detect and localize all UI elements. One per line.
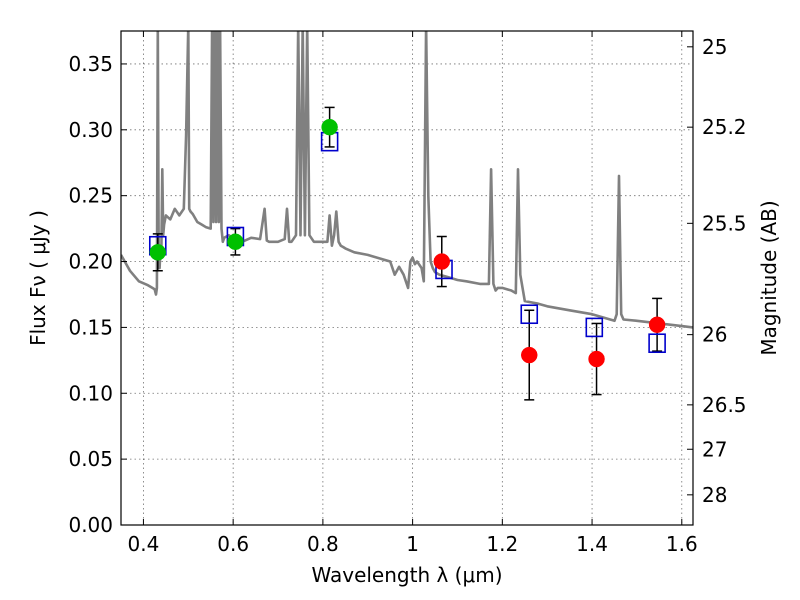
- x-tick-label: 0.6: [217, 532, 249, 556]
- model-photometry-square: [520, 304, 539, 325]
- infrared-point: [521, 346, 538, 364]
- plot-series: [121, 31, 693, 329]
- infrared-point: [588, 350, 605, 368]
- x-tick-label: 0.8: [307, 532, 339, 556]
- y-tick-label: 0.35: [68, 52, 113, 76]
- model-photometry-square: [585, 317, 604, 338]
- optical-point: [321, 118, 338, 136]
- y-tick-label: 0.05: [68, 447, 113, 471]
- right-tick-label: 28: [702, 483, 727, 507]
- optical-point: [227, 233, 244, 251]
- right-tick-label: 25.5: [702, 211, 747, 235]
- right-tick-label: 25: [702, 35, 727, 59]
- x-tick-label: 1.6: [666, 532, 698, 556]
- right-tick-label: 27: [702, 437, 727, 461]
- y-tick-label: 0.20: [68, 250, 113, 274]
- x-tick-label: 0.4: [128, 532, 160, 556]
- x-tick-label: 1.4: [576, 532, 608, 556]
- x-tick-label: 1: [406, 532, 419, 556]
- y-tick-label: 0.15: [68, 315, 113, 339]
- optical-point: [149, 244, 167, 261]
- infrared-point: [433, 253, 451, 270]
- y-axis-label-right: Magnitude (AB): [757, 200, 781, 355]
- y-tick-label: 0.10: [68, 381, 113, 405]
- y-tick-label: 0.30: [68, 118, 113, 142]
- plot-markers: [148, 106, 666, 401]
- y-axis-label: Flux Fν ( μJy ): [26, 210, 50, 346]
- infrared-point: [648, 316, 666, 334]
- y-tick-label: 0.00: [68, 513, 113, 537]
- y-tick-label: 0.25: [68, 184, 113, 208]
- right-tick-label: 25.2: [702, 115, 747, 139]
- x-tick-label: 1.2: [486, 532, 518, 556]
- axis-ticks: 0.4 0.6 0.8 1 1.2 1.4 1.6 0.00 0.05 0.10 0.15 0.20 0…: [68, 31, 747, 556]
- right-tick-label: 26: [702, 323, 727, 347]
- plot-frame: [120, 30, 694, 526]
- model-sed-line: [121, 31, 693, 329]
- plot-background: [121, 31, 693, 525]
- right-tick-label: 26.5: [702, 393, 747, 417]
- x-axis-label: Wavelength λ (μm): [311, 563, 502, 587]
- model-photometry-square: [648, 333, 666, 354]
